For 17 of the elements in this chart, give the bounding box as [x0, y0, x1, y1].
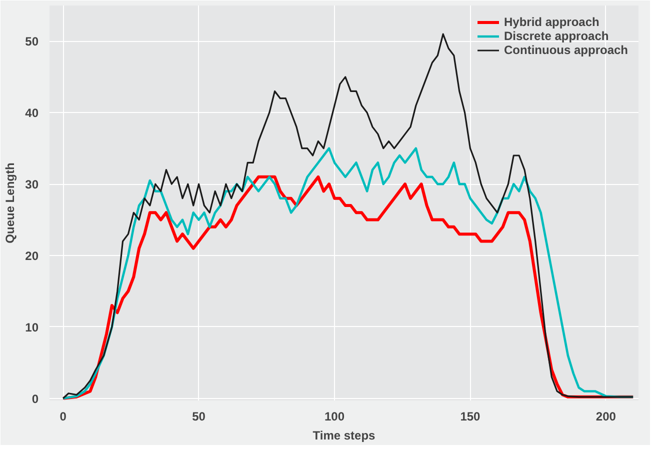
x-tick-label: 0	[60, 410, 67, 424]
y-axis-title: Queue Length	[3, 162, 18, 244]
legend-label: Hybrid approach	[504, 15, 600, 29]
y-tick-label: 40	[25, 106, 39, 120]
line-series	[62, 33, 634, 400]
y-tick-label: 0	[32, 392, 39, 406]
legend-label: Discrete approach	[504, 29, 609, 43]
x-tick-label: 100	[324, 410, 345, 424]
x-tick-label: 150	[460, 410, 481, 424]
x-axis-title: Time steps	[312, 428, 376, 442]
x-tick-label: 50	[192, 410, 206, 424]
y-tick-label: 20	[25, 249, 39, 263]
y-tick-label: 30	[25, 178, 39, 192]
y-tick-label: 10	[25, 320, 39, 334]
x-tick-label: 200	[596, 410, 616, 424]
legend-label: Continuous approach	[504, 43, 628, 57]
y-tick-label: 50	[25, 34, 39, 49]
